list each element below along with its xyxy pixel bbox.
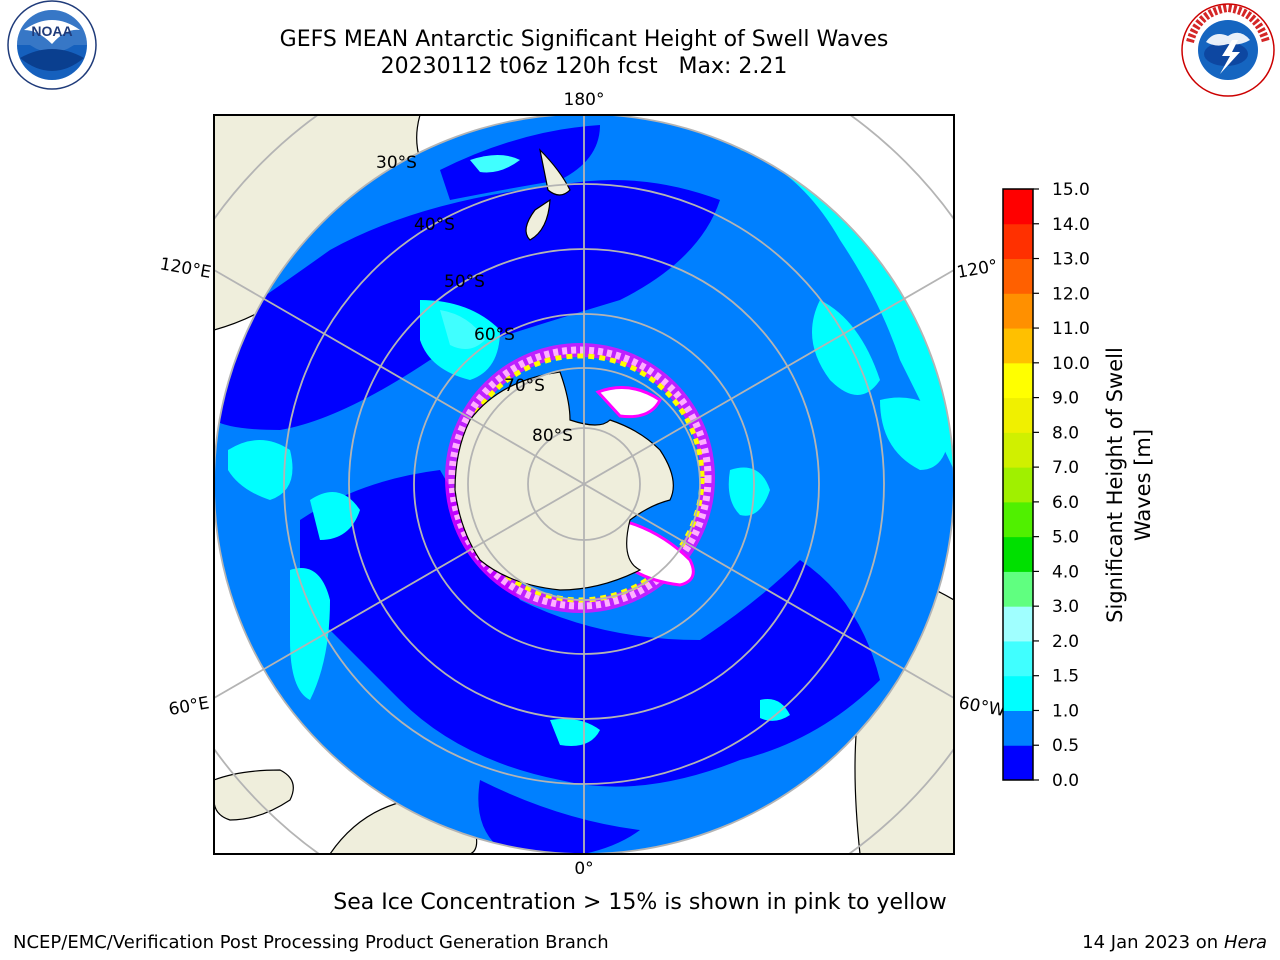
colorbar-swatch [1003, 258, 1033, 294]
lat-label-50s: 50°S [444, 272, 485, 292]
lat-label-30s: 30°S [376, 153, 417, 173]
run-date-text: 14 Jan 2023 on [1082, 932, 1224, 953]
new-zealand [525, 148, 571, 241]
colorbar-swatch [1003, 293, 1033, 329]
colorbar-swatch [1003, 675, 1033, 711]
colorbar-swatch [1003, 328, 1033, 364]
colorbar-tick-label: 10.0 [1052, 354, 1090, 374]
colorbar-tick-label: 1.0 [1052, 701, 1079, 721]
colorbar-swatch [1003, 710, 1033, 746]
lat-label-40s: 40°S [414, 215, 455, 235]
colorbar-tick-label: 13.0 [1052, 250, 1090, 270]
colorbar-tick-label: 11.0 [1052, 319, 1090, 339]
colorbar-tick-label: 9.0 [1052, 389, 1079, 409]
run-machine: Hera [1223, 932, 1267, 953]
colorbar-swatch [1003, 571, 1033, 607]
colorbar-swatch [1003, 432, 1033, 468]
colorbar-tick-label: 0.5 [1052, 736, 1079, 756]
colorbar-tick-label: 0.0 [1052, 771, 1079, 791]
graticule [214, 115, 954, 854]
colorbar-swatch [1003, 189, 1033, 225]
lon-label-120w: 120° [955, 256, 999, 283]
colorbar-tick-label: 15.0 [1052, 180, 1090, 200]
noaa-logo-text: NOAA [31, 23, 72, 39]
colorbar-swatch [1003, 362, 1033, 399]
lat-label-70s: 70°S [504, 376, 545, 396]
colorbar-tick-label: 3.0 [1052, 597, 1079, 617]
lon-label-180: 180° [564, 90, 605, 110]
map-frame [213, 114, 955, 855]
colorbar-swatch [1003, 536, 1033, 572]
lat-label-60s: 60°S [474, 325, 515, 345]
lon-label-120e: 120°E [158, 254, 212, 283]
colorbar-tick-label: 8.0 [1052, 423, 1079, 443]
noaa-logo: NOAA [7, 0, 97, 90]
colorbar-tick-label: 2.0 [1052, 632, 1079, 652]
lat-label-80s: 80°S [532, 426, 573, 446]
colorbar-swatch [1003, 467, 1033, 503]
colorbar-swatch [1003, 397, 1033, 433]
map-title: GEFS MEAN Antarctic Significant Height o… [279, 27, 889, 52]
colorbar-tick-label: 4.0 [1052, 562, 1079, 582]
colorbar-frame [1002, 188, 1034, 781]
colorbar-swatch [1003, 223, 1033, 260]
colorbar-swatch [1003, 606, 1033, 642]
map-subtitle: 20230112 t06z 120h fcst Max: 2.21 [380, 54, 788, 79]
colorbar-swatch [1003, 501, 1033, 538]
nws-logo [1181, 3, 1275, 97]
colorbar-swatch [1003, 640, 1033, 677]
lon-label-60w: 60°W [957, 693, 1007, 721]
colorbar-label-line1: Significant Height of Swell [1103, 347, 1127, 623]
colorbar-tick-label: 6.0 [1052, 493, 1079, 513]
lon-label-0: 0° [574, 859, 593, 879]
antarctica-landmass [454, 371, 674, 591]
colorbar-tick-label: 5.0 [1052, 528, 1079, 548]
colorbar-label-line2: Waves [m] [1131, 429, 1155, 541]
colorbar-tick-label: 1.5 [1052, 667, 1079, 687]
sea-ice-note: Sea Ice Concentration > 15% is shown in … [333, 890, 947, 915]
colorbar: 0.0 0.5 1.0 1.5 2.0 3.0 4.0 5.0 6.0 7.0 8.0 9.0 10.0… [1002, 180, 1090, 791]
colorbar-swatch [1003, 745, 1033, 781]
colorbar-tick-label: 7.0 [1052, 458, 1079, 478]
run-date: 14 Jan 2023 on Hera [1082, 932, 1267, 953]
colorbar-tick-label: 12.0 [1052, 284, 1090, 304]
colorbar-tick-label: 14.0 [1052, 215, 1090, 235]
lon-label-60e: 60°E [167, 693, 211, 720]
producer-credit: NCEP/EMC/Verification Post Processing Pr… [13, 932, 609, 953]
